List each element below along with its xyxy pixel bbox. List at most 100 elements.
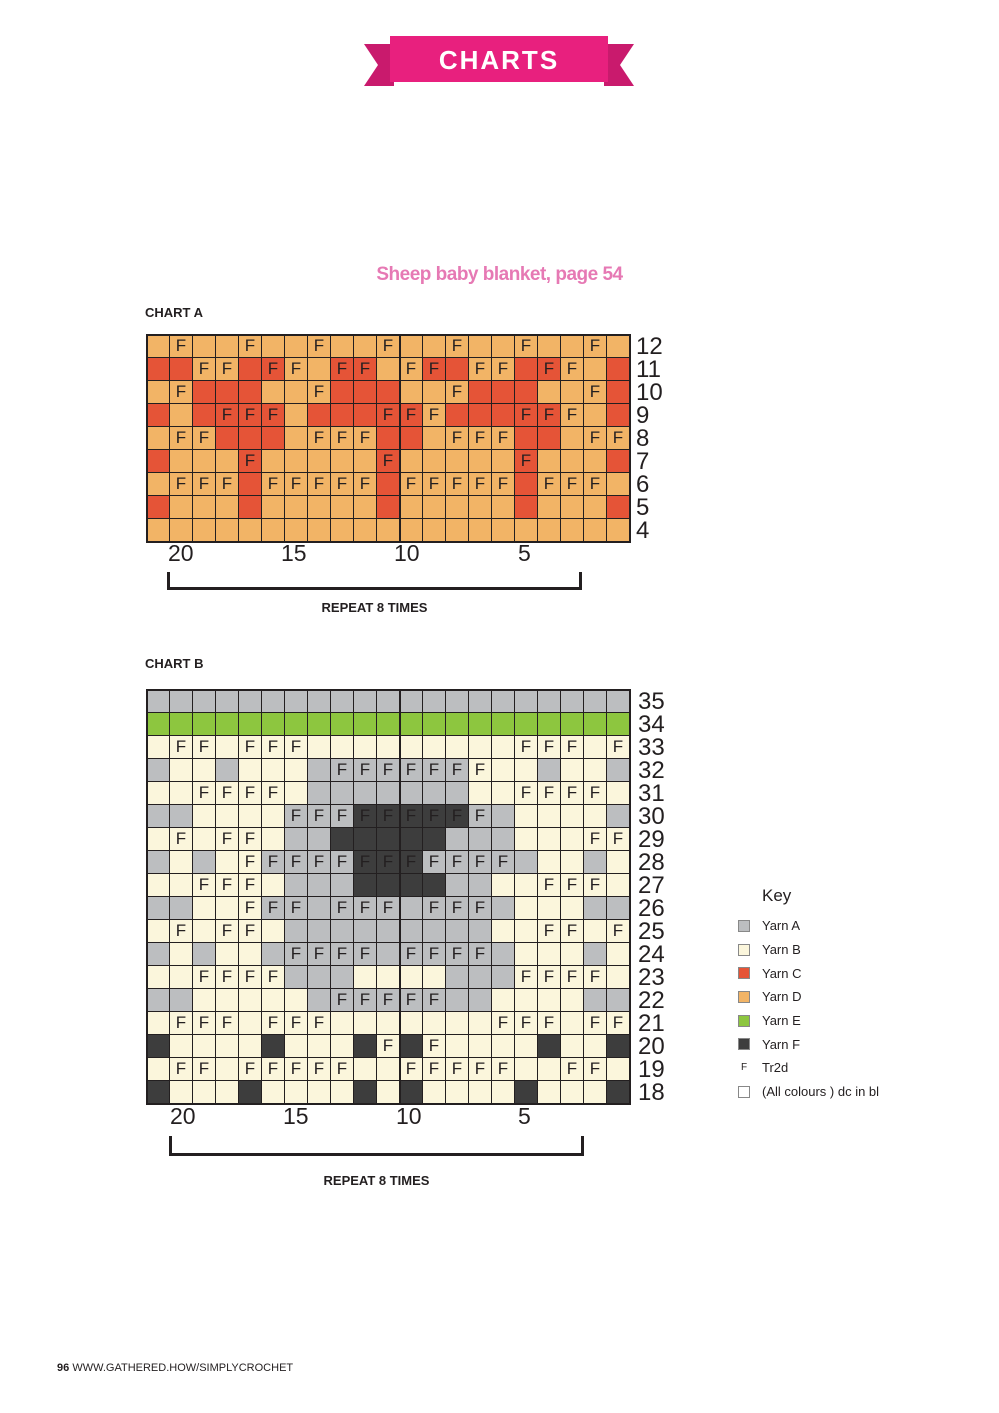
grid-cell: F [284,1057,308,1081]
grid-cell [445,518,469,542]
grid-cell: F [215,873,239,897]
grid-cell [169,357,193,381]
row-number: 33 [638,734,665,761]
grid-cell [307,403,331,427]
grid-cell [307,758,331,782]
grid-cell [284,518,308,542]
grid-cell [169,1080,193,1104]
key-item-label: Yarn B [762,942,801,958]
grid-cell: F [284,850,308,874]
grid-cell [146,804,170,828]
grid-cell [560,896,584,920]
grid-cell: F [606,735,630,759]
grid-cell [169,403,193,427]
grid-cell: F [376,449,400,473]
grid-cell [468,1034,492,1058]
grid-cell: F [169,426,193,450]
grid-cell [169,850,193,874]
grid-cell: F [422,472,446,496]
grid-cell [445,988,469,1012]
grid-cell [146,472,170,496]
grid-cell: F [491,850,515,874]
grid-cell [330,1011,354,1035]
grid-cell [376,518,400,542]
grid-cell: F [307,1011,331,1035]
grid-cell [514,380,538,404]
grid-cell [307,449,331,473]
row-number: 21 [638,1010,665,1037]
grid-cell [353,380,377,404]
grid-cell [537,518,561,542]
grid-cell [261,1034,285,1058]
row-number: 9 [636,402,650,429]
grid-cell [399,518,423,542]
color-swatch [738,919,750,932]
grid-cell: F [284,804,308,828]
grid-cell [215,942,239,966]
grid-cell [583,850,607,874]
footer-url: WWW.GATHERED.HOW/SIMPLYCROCHET [72,1362,294,1374]
grid-cell [284,426,308,450]
grid-cell [537,1057,561,1081]
key-item: Yarn B [738,938,879,962]
grid-cell [261,919,285,943]
grid-cell [399,495,423,519]
grid-cell [146,518,170,542]
grid-cell [330,781,354,805]
grid-cell: F [583,472,607,496]
grid-cell [422,919,446,943]
grid-cell: F [353,988,377,1012]
grid-cell: F [284,896,308,920]
grid-cell [284,919,308,943]
grid-cell: F [307,942,331,966]
grid-cell [261,1080,285,1104]
grid-cell [583,804,607,828]
repeat-divider [399,689,401,1105]
grid-cell: F [261,357,285,381]
grid-cell [330,495,354,519]
grid-cell: F [468,896,492,920]
grid-cell [491,689,515,713]
grid-cell [261,689,285,713]
grid-cell [491,896,515,920]
grid-cell [399,1034,423,1058]
grid-cell [445,449,469,473]
grid-cell [284,1080,308,1104]
grid-cell: F [353,758,377,782]
grid-cell [169,873,193,897]
grid-cell [560,804,584,828]
grid-cell [146,781,170,805]
grid-cell [330,712,354,736]
grid-cell [192,712,216,736]
grid-cell [376,942,400,966]
grid-cell [560,426,584,450]
grid-cell [514,873,538,897]
key-item: Yarn F [738,1032,879,1056]
grid-cell [330,403,354,427]
grid-cell [560,850,584,874]
grid-cell: F [238,873,262,897]
key-item-label: Tr2d [762,1060,789,1076]
grid-cell [307,518,331,542]
grid-cell [537,380,561,404]
grid-cell [491,758,515,782]
row-number: 4 [636,517,650,544]
grid-cell [537,712,561,736]
grid-cell: F [261,403,285,427]
grid-cell [491,1034,515,1058]
grid-cell: F [560,403,584,427]
grid-cell [537,942,561,966]
grid-cell [146,942,170,966]
grid-cell [146,1034,170,1058]
row-number: 5 [636,494,650,521]
row-number: 31 [638,780,665,807]
grid-cell: F [284,735,308,759]
grid-cell [399,873,423,897]
grid-cell [514,1057,538,1081]
grid-cell [399,689,423,713]
chart-a-repeat-label: REPEAT 8 TIMES [321,600,428,615]
grid-cell [353,965,377,989]
grid-cell: F [238,735,262,759]
grid-cell: F [307,426,331,450]
grid-cell [560,942,584,966]
